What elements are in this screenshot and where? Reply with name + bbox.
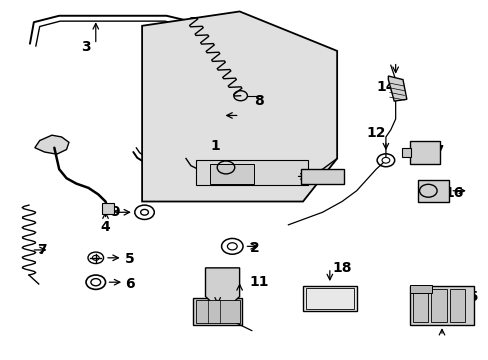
- Bar: [412, 289, 427, 322]
- Text: 7: 7: [37, 243, 47, 257]
- Text: 2: 2: [249, 241, 259, 255]
- Text: 11: 11: [249, 275, 268, 289]
- Circle shape: [381, 157, 389, 163]
- Text: 16: 16: [444, 185, 463, 199]
- Bar: [305, 288, 353, 309]
- Bar: [409, 286, 473, 325]
- Bar: [417, 180, 448, 202]
- Polygon shape: [387, 76, 406, 101]
- Text: 12: 12: [366, 126, 385, 140]
- Circle shape: [141, 210, 148, 215]
- Polygon shape: [142, 12, 336, 202]
- Text: 10: 10: [322, 170, 341, 183]
- Text: 4: 4: [101, 220, 110, 234]
- Bar: [195, 160, 307, 185]
- Bar: [409, 140, 439, 164]
- Bar: [102, 203, 114, 214]
- Text: 15: 15: [458, 289, 478, 303]
- Text: 18: 18: [331, 261, 351, 275]
- Polygon shape: [35, 135, 69, 154]
- Text: 6: 6: [125, 277, 135, 291]
- Text: 9: 9: [110, 205, 120, 219]
- Text: 8: 8: [254, 94, 264, 108]
- Text: 1: 1: [210, 139, 220, 153]
- Bar: [449, 289, 465, 322]
- Bar: [210, 164, 254, 184]
- Bar: [430, 289, 446, 322]
- Text: 5: 5: [125, 252, 135, 266]
- Text: 3: 3: [81, 40, 91, 54]
- Bar: [401, 148, 410, 157]
- Text: 17: 17: [424, 144, 444, 158]
- Bar: [195, 300, 239, 323]
- Bar: [193, 298, 242, 325]
- Text: 13: 13: [215, 304, 234, 318]
- Polygon shape: [205, 268, 239, 302]
- Text: 14: 14: [375, 80, 395, 94]
- Bar: [409, 285, 431, 293]
- Bar: [303, 286, 356, 311]
- Bar: [300, 169, 344, 184]
